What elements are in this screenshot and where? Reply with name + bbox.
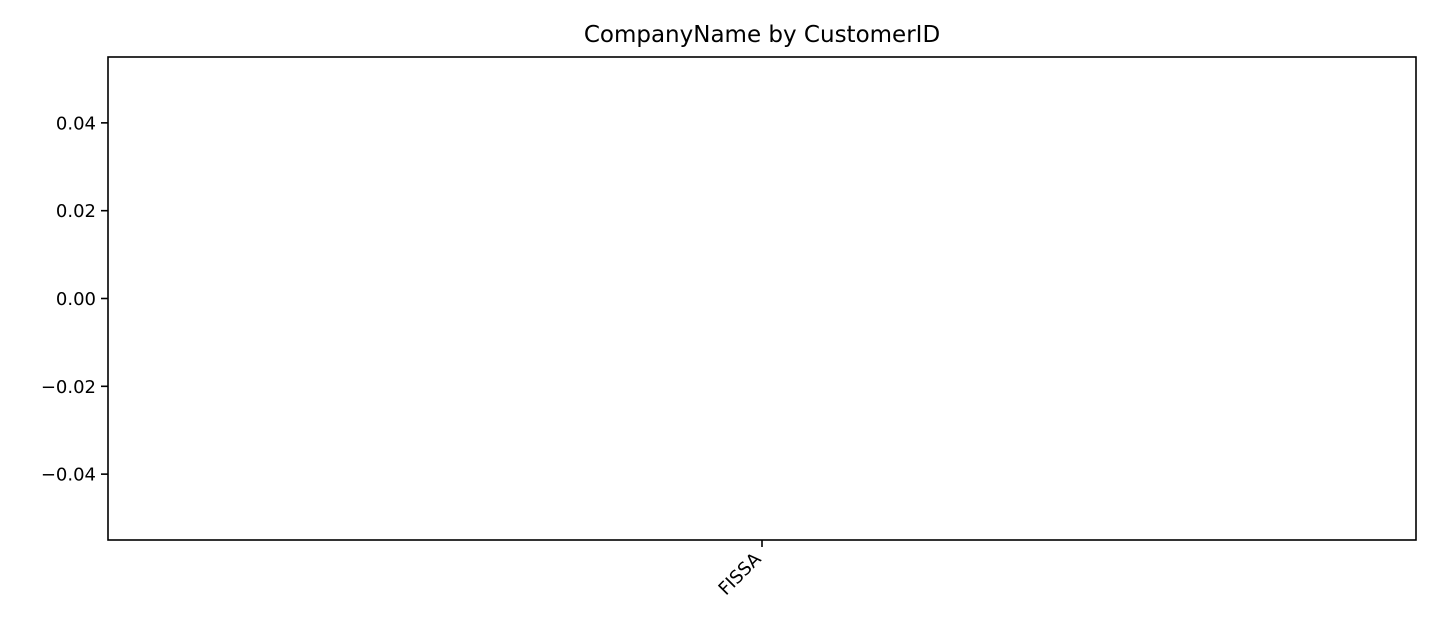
plot-frame — [107, 56, 1417, 541]
y-tick-label: 0.02 — [56, 201, 96, 222]
y-axis: 0.04 0.02 0.00 −0.02 −0.04 — [41, 113, 108, 486]
y-tick-label: −0.02 — [41, 377, 96, 398]
y-tick-label: −0.04 — [41, 465, 96, 486]
x-tick-label: FISSA — [715, 548, 767, 600]
chart-title: CompanyName by CustomerID — [584, 22, 940, 48]
x-axis: FISSA — [715, 540, 767, 600]
y-tick-label: 0.00 — [56, 289, 96, 310]
y-tick-label: 0.04 — [56, 113, 96, 134]
